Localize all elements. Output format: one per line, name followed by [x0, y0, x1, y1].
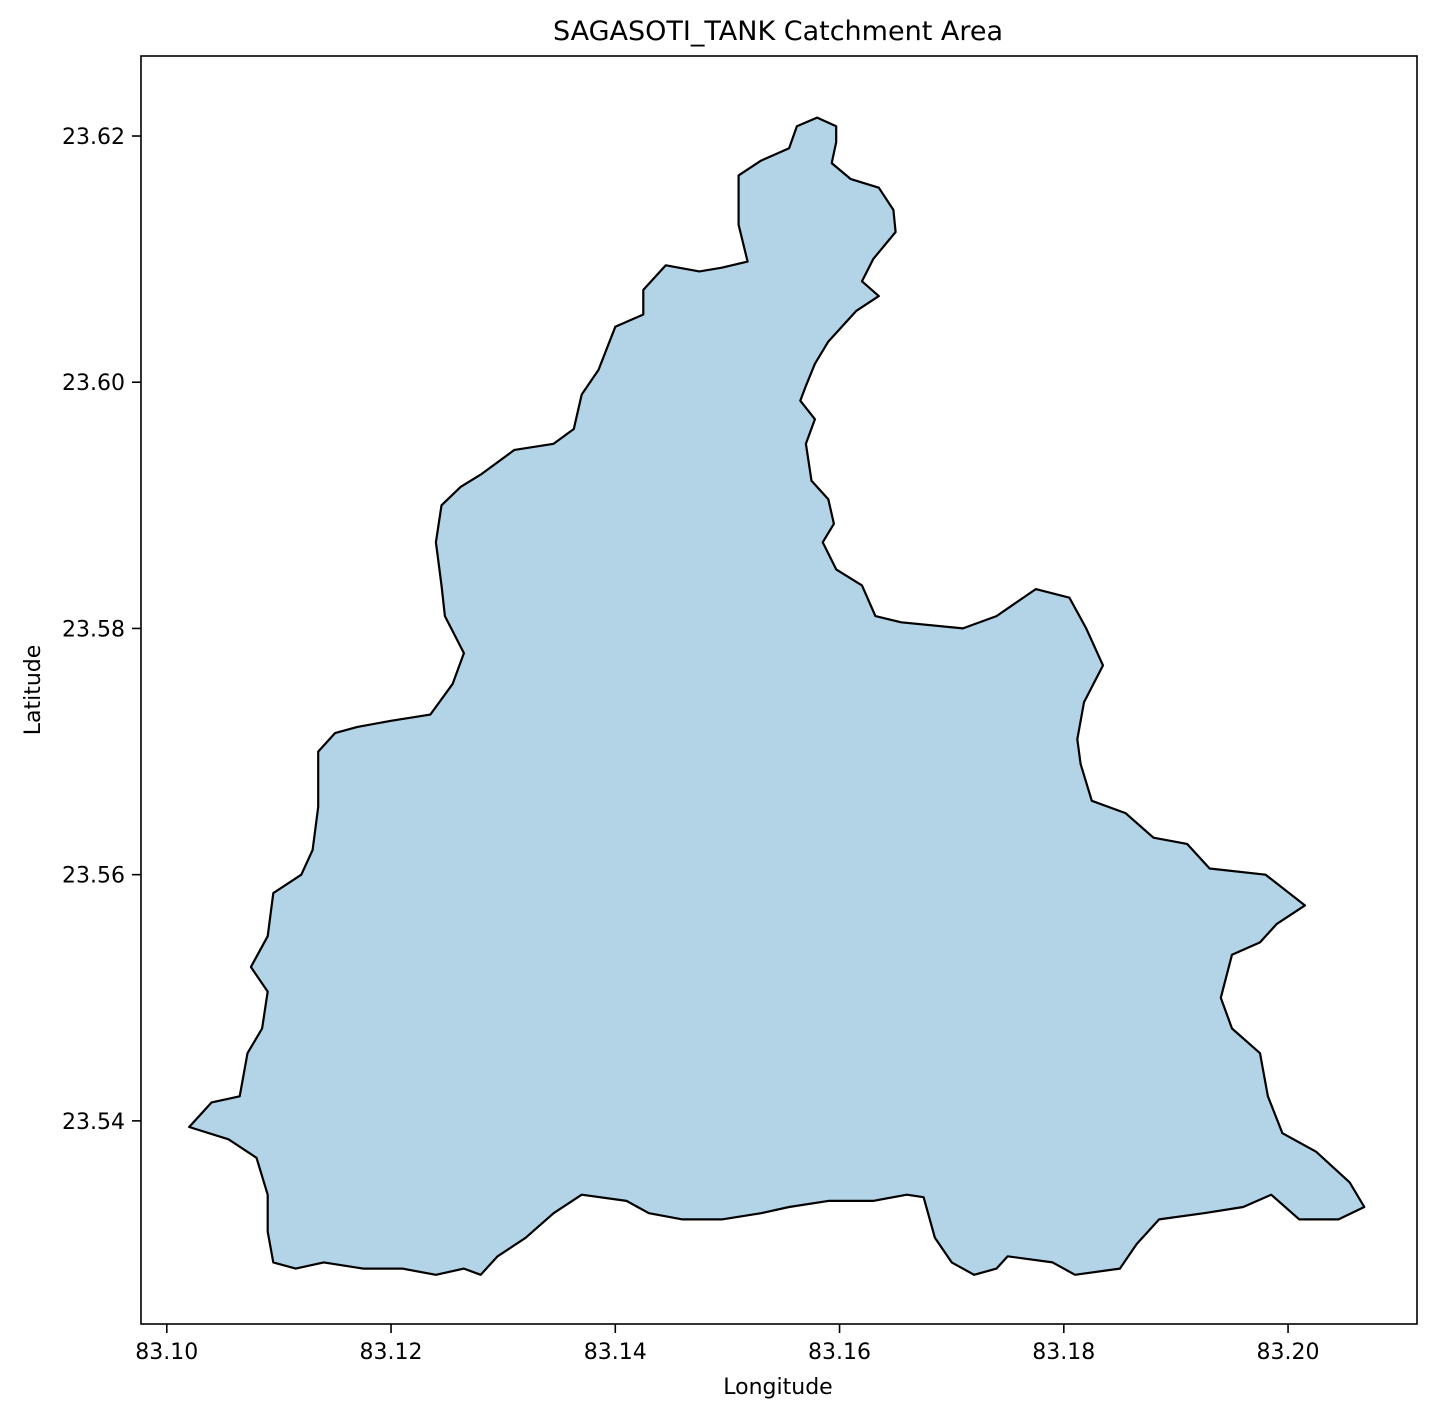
y-tick-label: 23.60: [62, 371, 125, 396]
x-axis: 83.10 83.12 83.14 83.16 83.18 83.20: [135, 1324, 1320, 1365]
x-tick-label: 83.10: [135, 1340, 198, 1365]
x-tick-label: 83.18: [1032, 1340, 1095, 1365]
y-axis-label: Latitude: [21, 645, 46, 736]
x-tick-label: 83.16: [808, 1340, 871, 1365]
x-tick-label: 83.14: [584, 1340, 647, 1365]
y-tick-label: 23.58: [62, 617, 125, 642]
catchment-polygon: [188, 116, 1366, 1276]
y-tick-label: 23.54: [62, 1110, 125, 1135]
x-tick-label: 83.12: [360, 1340, 423, 1365]
plot-area: [140, 55, 1418, 1325]
x-tick-label: 83.20: [1257, 1340, 1320, 1365]
x-axis-label: Longitude: [723, 1375, 832, 1400]
y-axis: 23.62 23.60 23.58 23.56 23.54: [62, 125, 141, 1135]
plot-frame: [140, 55, 1418, 1325]
y-tick-label: 23.56: [62, 864, 125, 889]
y-tick-label: 23.62: [62, 125, 125, 150]
chart-title: SAGASOTI_TANK Catchment Area: [553, 16, 1003, 47]
